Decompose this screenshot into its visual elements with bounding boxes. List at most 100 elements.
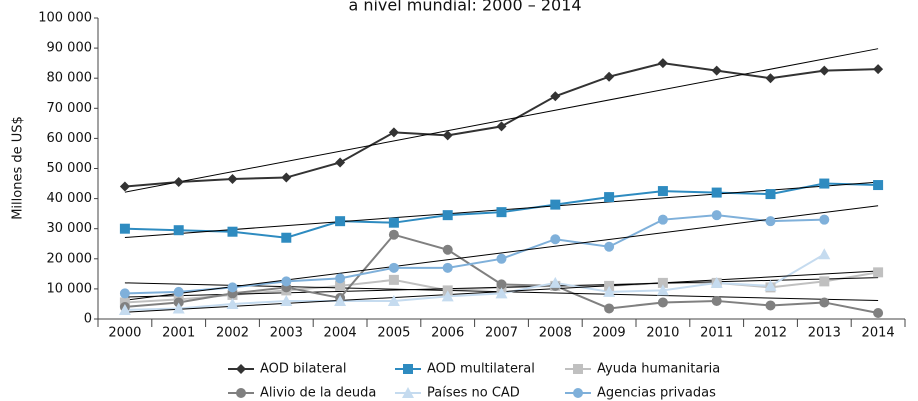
data-point (388, 127, 399, 138)
x-tick-label: 2013 (808, 326, 841, 341)
data-point (496, 279, 507, 290)
data-point (281, 232, 292, 243)
data-point (388, 262, 399, 273)
y-axis-label: Millones de US$ (11, 116, 26, 220)
data-point (442, 262, 453, 273)
y-tick-label: 20 000 (47, 251, 93, 266)
x-tick-label: 2011 (700, 326, 733, 341)
data-point (657, 214, 668, 225)
legend-marker (573, 388, 583, 398)
data-point (711, 210, 722, 221)
x-tick-label: 2003 (270, 326, 303, 341)
data-point (710, 276, 723, 288)
y-tick-label: 40 000 (47, 191, 93, 206)
trend-line (124, 205, 879, 301)
legend-marker (573, 364, 583, 374)
data-point (496, 207, 507, 218)
data-point (173, 297, 184, 308)
data-point (335, 273, 346, 284)
data-point (119, 223, 130, 234)
x-tick-label: 2005 (377, 326, 410, 341)
data-point (442, 244, 453, 255)
data-point (173, 177, 184, 188)
data-point (656, 284, 669, 296)
data-point (227, 282, 238, 293)
data-point (819, 65, 830, 76)
data-point (442, 130, 453, 141)
data-point (173, 225, 184, 236)
x-tick-label: 2006 (431, 326, 464, 341)
data-point (604, 192, 615, 203)
data-point (657, 277, 668, 288)
data-point (281, 276, 292, 287)
x-tick-label: 2000 (108, 326, 141, 341)
x-tick-label: 2004 (324, 326, 357, 341)
legend-label: Países no CAD (427, 386, 520, 401)
y-tick-label: 100 000 (38, 11, 92, 26)
data-point (335, 280, 346, 291)
legend-marker (236, 388, 246, 398)
data-point (172, 302, 185, 314)
legend-marker (402, 387, 414, 398)
data-point (711, 295, 722, 306)
data-point (550, 91, 561, 102)
data-point (873, 180, 884, 191)
trend-line (124, 48, 879, 193)
data-point (280, 294, 293, 306)
data-point (549, 276, 562, 288)
data-point (657, 186, 668, 197)
data-point (226, 297, 239, 309)
data-point (388, 229, 399, 240)
x-tick-label: 2007 (485, 326, 518, 341)
data-point (819, 276, 830, 287)
data-point (496, 253, 507, 264)
data-point (334, 294, 347, 306)
data-point (387, 294, 400, 306)
data-point (603, 285, 616, 297)
data-point (873, 267, 884, 278)
data-point (442, 210, 453, 221)
y-tick-label: 30 000 (47, 221, 93, 236)
data-point (604, 241, 615, 252)
data-point (335, 157, 346, 168)
legend-marker (236, 364, 246, 374)
series-line (124, 214, 825, 295)
data-point (388, 274, 399, 285)
legend-marker (403, 364, 413, 374)
x-tick-label: 2012 (754, 326, 787, 341)
data-point (819, 297, 830, 308)
x-tick-label: 2014 (862, 326, 895, 341)
data-point (819, 178, 830, 189)
data-point (118, 303, 131, 315)
y-tick-label: 0 (84, 312, 92, 327)
legend-label: Ayuda humanitaria (597, 362, 720, 377)
data-point (711, 65, 722, 76)
data-point (819, 214, 830, 225)
data-point (764, 279, 777, 291)
data-point (388, 217, 399, 228)
y-tick-label: 70 000 (47, 101, 93, 116)
x-tick-label: 2009 (593, 326, 626, 341)
legend-label: Alivio de la deuda (260, 386, 376, 401)
y-tick-label: 60 000 (47, 131, 93, 146)
x-tick-label: 2010 (646, 326, 679, 341)
y-tick-label: 80 000 (47, 71, 93, 86)
data-point (657, 58, 668, 69)
data-point (550, 234, 561, 245)
data-point (496, 121, 507, 132)
x-tick-label: 2002 (216, 326, 249, 341)
data-point (550, 199, 561, 210)
data-point (281, 172, 292, 183)
data-point (657, 297, 668, 308)
chart-title: a nivel mundial: 2000 – 2014 (348, 0, 581, 15)
x-tick-label: 2001 (162, 326, 195, 341)
data-point (765, 73, 776, 84)
data-point (495, 287, 508, 299)
data-point (765, 189, 776, 200)
data-point (604, 71, 615, 82)
data-point (873, 307, 884, 318)
data-point (818, 248, 831, 260)
data-point (227, 226, 238, 237)
data-point (119, 181, 130, 192)
